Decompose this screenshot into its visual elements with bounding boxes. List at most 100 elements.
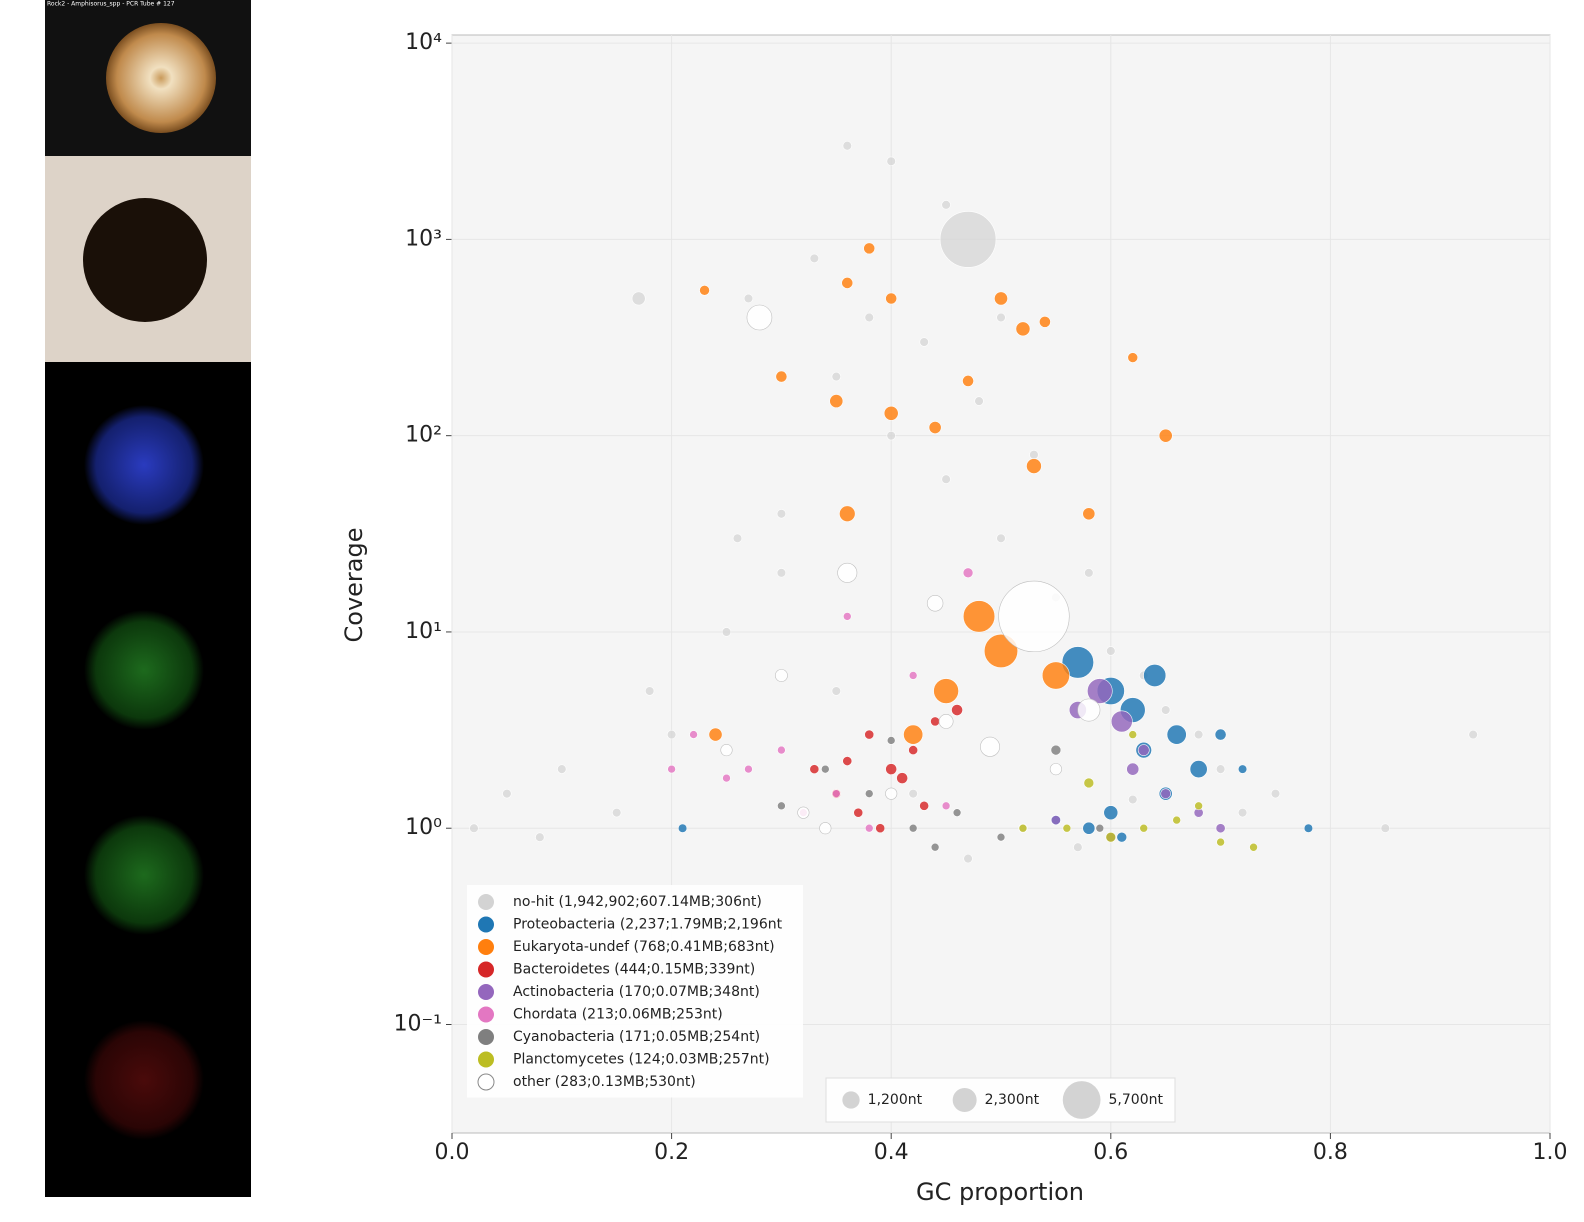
point [865,790,873,798]
point [1026,459,1041,474]
point [839,506,855,522]
size-legend-marker [953,1088,977,1112]
point [1144,664,1166,686]
specimen [106,23,216,133]
point [700,285,710,295]
legend-marker [478,939,494,955]
point [1051,815,1060,824]
point [1106,832,1116,842]
point [777,568,786,577]
x-tick-label: 0.0 [435,1140,470,1165]
point [1030,450,1039,459]
point [776,371,787,382]
point [865,313,874,322]
size-legend-label: 1,200nt [868,1092,923,1108]
specimen [83,198,207,322]
y-tick-label: 10¹ [405,619,442,644]
point [843,612,851,620]
point [1238,808,1247,817]
point [557,765,566,774]
specimen [84,405,204,525]
point [810,765,819,774]
point [1039,316,1050,327]
point [838,563,857,582]
point [934,679,959,704]
point [953,809,961,817]
image-caption: Rock2 - Amphisorus_spp - PCR Tube # 127 [47,1,175,8]
point [929,421,941,433]
point [876,824,885,833]
point [1084,568,1093,577]
point [843,141,852,150]
point [1063,824,1071,832]
legend-marker [478,1074,494,1090]
point [1096,824,1104,832]
legend-label: Proteobacteria (2,237;1.79MB;2,196nt [513,917,783,933]
y-tick-label: 10² [405,423,442,448]
point [942,802,950,810]
point [997,833,1005,841]
legend-label: Chordata (213;0.06MB;253nt) [513,1007,723,1023]
point [885,788,897,800]
size-legend-marker [842,1091,859,1108]
y-tick-label: 10⁴ [405,30,442,55]
point [942,475,951,484]
point [709,728,722,741]
point [975,397,984,406]
point [820,822,832,834]
point [1381,824,1390,833]
point [887,736,895,744]
legend-label: Actinobacteria (170;0.07MB;348nt) [513,984,760,1000]
point [887,157,896,166]
point [909,789,918,798]
legend-marker [478,1007,494,1023]
point [963,568,973,578]
point [632,292,645,305]
point [920,338,929,347]
specimen [84,815,204,935]
point [886,293,897,304]
specimen [84,1020,204,1140]
point [1190,760,1207,777]
legend-marker [478,1029,494,1045]
point [1051,745,1061,755]
point [843,756,852,765]
point [1084,778,1094,788]
point [909,746,918,755]
point [951,704,962,715]
legend-marker [478,962,494,978]
size-legend-label: 5,700nt [1109,1092,1164,1108]
point [1250,843,1258,851]
point [931,843,939,851]
point [854,808,863,817]
y-tick-label: 10⁻¹ [394,1011,442,1036]
point [1271,789,1280,798]
point [1138,745,1149,756]
x-axis-label: GC proportion [916,1178,1084,1206]
point [775,669,787,681]
point [897,773,908,784]
point [612,808,621,817]
point [1216,824,1225,833]
size-legend-marker [1063,1081,1101,1119]
legend-marker [478,1052,494,1068]
point [1194,730,1203,739]
point [832,687,841,696]
x-tick-label: 0.2 [654,1140,689,1165]
point [535,833,544,842]
point [503,789,512,798]
point [832,790,840,798]
point [667,730,676,739]
point [777,746,785,754]
y-tick-label: 10⁰ [405,815,442,840]
point [722,628,731,637]
point [798,807,810,819]
point [903,725,922,744]
point [1078,699,1100,721]
point [1083,508,1095,520]
point [980,737,999,756]
legend-label: Eukaryota-undef (768;0.41MB;683nt) [513,939,775,955]
point [1304,824,1313,833]
point [997,313,1006,322]
point [1173,816,1181,824]
